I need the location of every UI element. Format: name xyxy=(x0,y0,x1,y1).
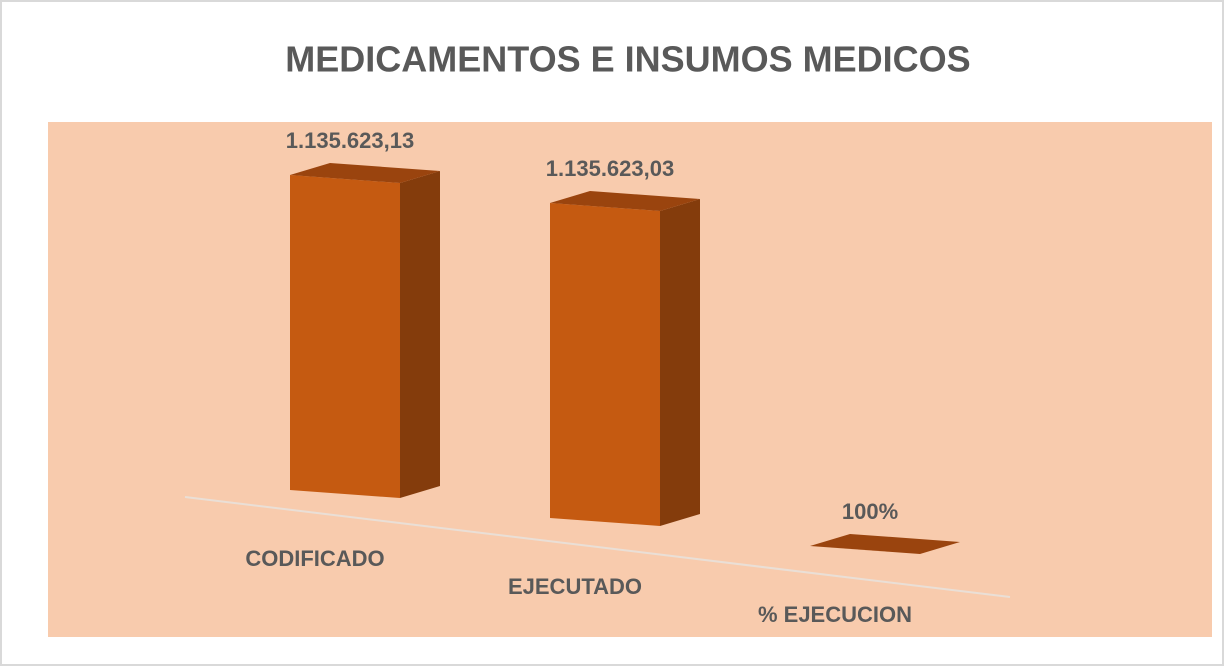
value-label: 1.135.623,13 xyxy=(286,128,414,153)
x-tick-label: CODIFICADO xyxy=(245,546,384,571)
x-tick-label: % EJECUCION xyxy=(758,602,912,627)
floor-line xyxy=(184,496,1011,598)
bar xyxy=(810,533,960,554)
bar-top xyxy=(810,533,960,554)
bar-side xyxy=(920,541,960,554)
bar xyxy=(550,191,700,526)
chart-title: MEDICAMENTOS E INSUMOS MEDICOS xyxy=(285,39,970,80)
value-label: 1.135.623,03 xyxy=(546,156,674,181)
bar-side xyxy=(660,199,700,526)
x-tick-label: EJECUTADO xyxy=(508,574,642,599)
value-label: 100% xyxy=(842,499,898,524)
bar-side xyxy=(400,171,440,498)
bar-front xyxy=(290,175,400,498)
bar-front xyxy=(550,203,660,526)
bar-front xyxy=(810,545,920,554)
bar xyxy=(290,163,440,498)
bar-top xyxy=(290,163,440,183)
bar-top xyxy=(550,191,700,212)
